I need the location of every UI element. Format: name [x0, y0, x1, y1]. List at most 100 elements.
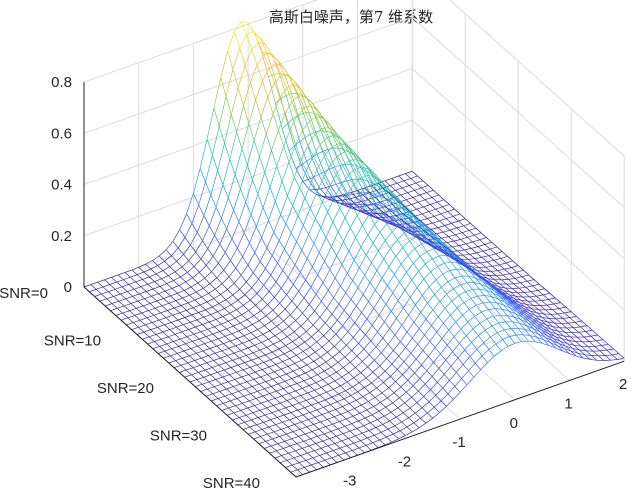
mesh-segment: [318, 428, 325, 435]
mesh-segment: [337, 155, 344, 166]
mesh-segment: [526, 313, 533, 320]
mesh-segment: [231, 300, 239, 305]
mesh-segment: [386, 199, 393, 205]
mesh-segment: [371, 377, 379, 384]
mesh-segment: [254, 429, 263, 433]
mesh-segment: [353, 328, 361, 338]
mesh-segment: [406, 422, 414, 428]
z-tick-label: 0.2: [51, 228, 72, 245]
mesh-segment: [420, 412, 428, 419]
mesh-segment: [488, 285, 495, 292]
mesh-segment: [304, 133, 311, 138]
mesh-segment: [288, 390, 296, 394]
mesh-segment: [236, 305, 244, 310]
mesh-segment: [521, 274, 529, 278]
mesh-segment: [411, 390, 419, 398]
mesh-segment: [254, 33, 261, 39]
mesh-segment: [387, 187, 394, 194]
mesh-segment: [484, 244, 491, 250]
mesh-segment: [337, 356, 346, 363]
mesh-segment: [233, 410, 241, 414]
mesh-segment: [297, 107, 305, 117]
mesh-segment: [546, 335, 553, 341]
mesh-segment: [446, 215, 454, 219]
mesh-segment: [215, 283, 223, 290]
mesh-segment: [336, 255, 343, 265]
mesh-segment: [492, 292, 499, 300]
mesh-segment: [330, 428, 339, 432]
mesh-segment: [519, 322, 525, 330]
mesh-segment: [170, 355, 176, 361]
mesh-segment: [113, 293, 121, 297]
mesh-segment: [226, 325, 234, 330]
mesh-segment: [205, 336, 212, 342]
mesh-segment: [268, 73, 275, 78]
mesh-segment: [416, 278, 425, 288]
mesh-segment: [394, 425, 401, 431]
mesh-segment: [564, 332, 571, 338]
mesh-segment: [474, 257, 482, 260]
mesh-segment: [198, 182, 206, 206]
mesh-segment: [366, 406, 374, 411]
mesh-segment: [264, 414, 271, 421]
mesh-segment: [454, 257, 460, 262]
mesh-segment: [243, 395, 250, 402]
mesh-segment: [409, 367, 415, 374]
mesh-segment: [379, 232, 386, 241]
mesh-segment: [492, 282, 499, 287]
mesh-segment: [296, 306, 303, 314]
mesh-segment: [332, 221, 339, 233]
mesh-segment: [242, 369, 249, 375]
mesh-segment: [321, 201, 328, 213]
mesh-segment: [342, 433, 349, 439]
mesh-segment: [352, 447, 360, 451]
mesh-segment: [230, 87, 239, 115]
mesh-segment: [263, 422, 270, 428]
mesh-segment: [371, 262, 378, 271]
mesh-segment: [319, 115, 325, 120]
mesh-segment: [469, 254, 476, 259]
mesh-segment: [240, 350, 247, 356]
mesh-segment: [218, 299, 227, 304]
mesh-segment: [484, 295, 491, 303]
mesh-segment: [441, 236, 449, 239]
mesh-segment: [185, 281, 192, 288]
mesh-segment: [483, 280, 490, 286]
mesh-segment: [428, 347, 436, 357]
mesh-segment: [288, 150, 297, 169]
mesh-segment: [530, 291, 537, 297]
mesh-segment: [452, 245, 460, 248]
mesh-segment: [272, 376, 280, 380]
mesh-segment: [246, 164, 253, 181]
mesh-segment: [388, 215, 394, 219]
mesh-segment: [187, 302, 194, 308]
mesh-segment: [246, 281, 252, 289]
mesh-segment: [418, 226, 425, 231]
mesh-segment: [354, 202, 360, 208]
mesh-segment: [437, 316, 444, 324]
mesh-segment: [393, 386, 402, 393]
mesh-segment: [285, 205, 294, 225]
mesh-segment: [327, 197, 335, 213]
mesh-segment: [400, 341, 406, 348]
mesh-segment: [242, 426, 250, 430]
mesh-segment: [310, 435, 318, 440]
mesh-segment: [184, 314, 192, 318]
mesh-segment: [483, 271, 490, 276]
mesh-segment: [442, 380, 450, 389]
mesh-segment: [214, 235, 221, 245]
mesh-segment: [370, 192, 378, 198]
mesh-segment: [335, 406, 343, 410]
mesh-segment: [134, 312, 142, 316]
mesh-segment: [495, 253, 502, 259]
mesh-segment: [538, 333, 546, 338]
mesh-segment: [493, 314, 501, 317]
mesh-segment: [295, 164, 302, 169]
mesh-segment: [223, 400, 231, 404]
mesh-segment: [138, 324, 146, 328]
mesh-segment: [302, 385, 310, 389]
mesh-segment: [414, 248, 421, 257]
mesh-segment: [333, 413, 342, 418]
mesh-segment: [291, 438, 298, 444]
mesh-segment: [475, 277, 483, 282]
